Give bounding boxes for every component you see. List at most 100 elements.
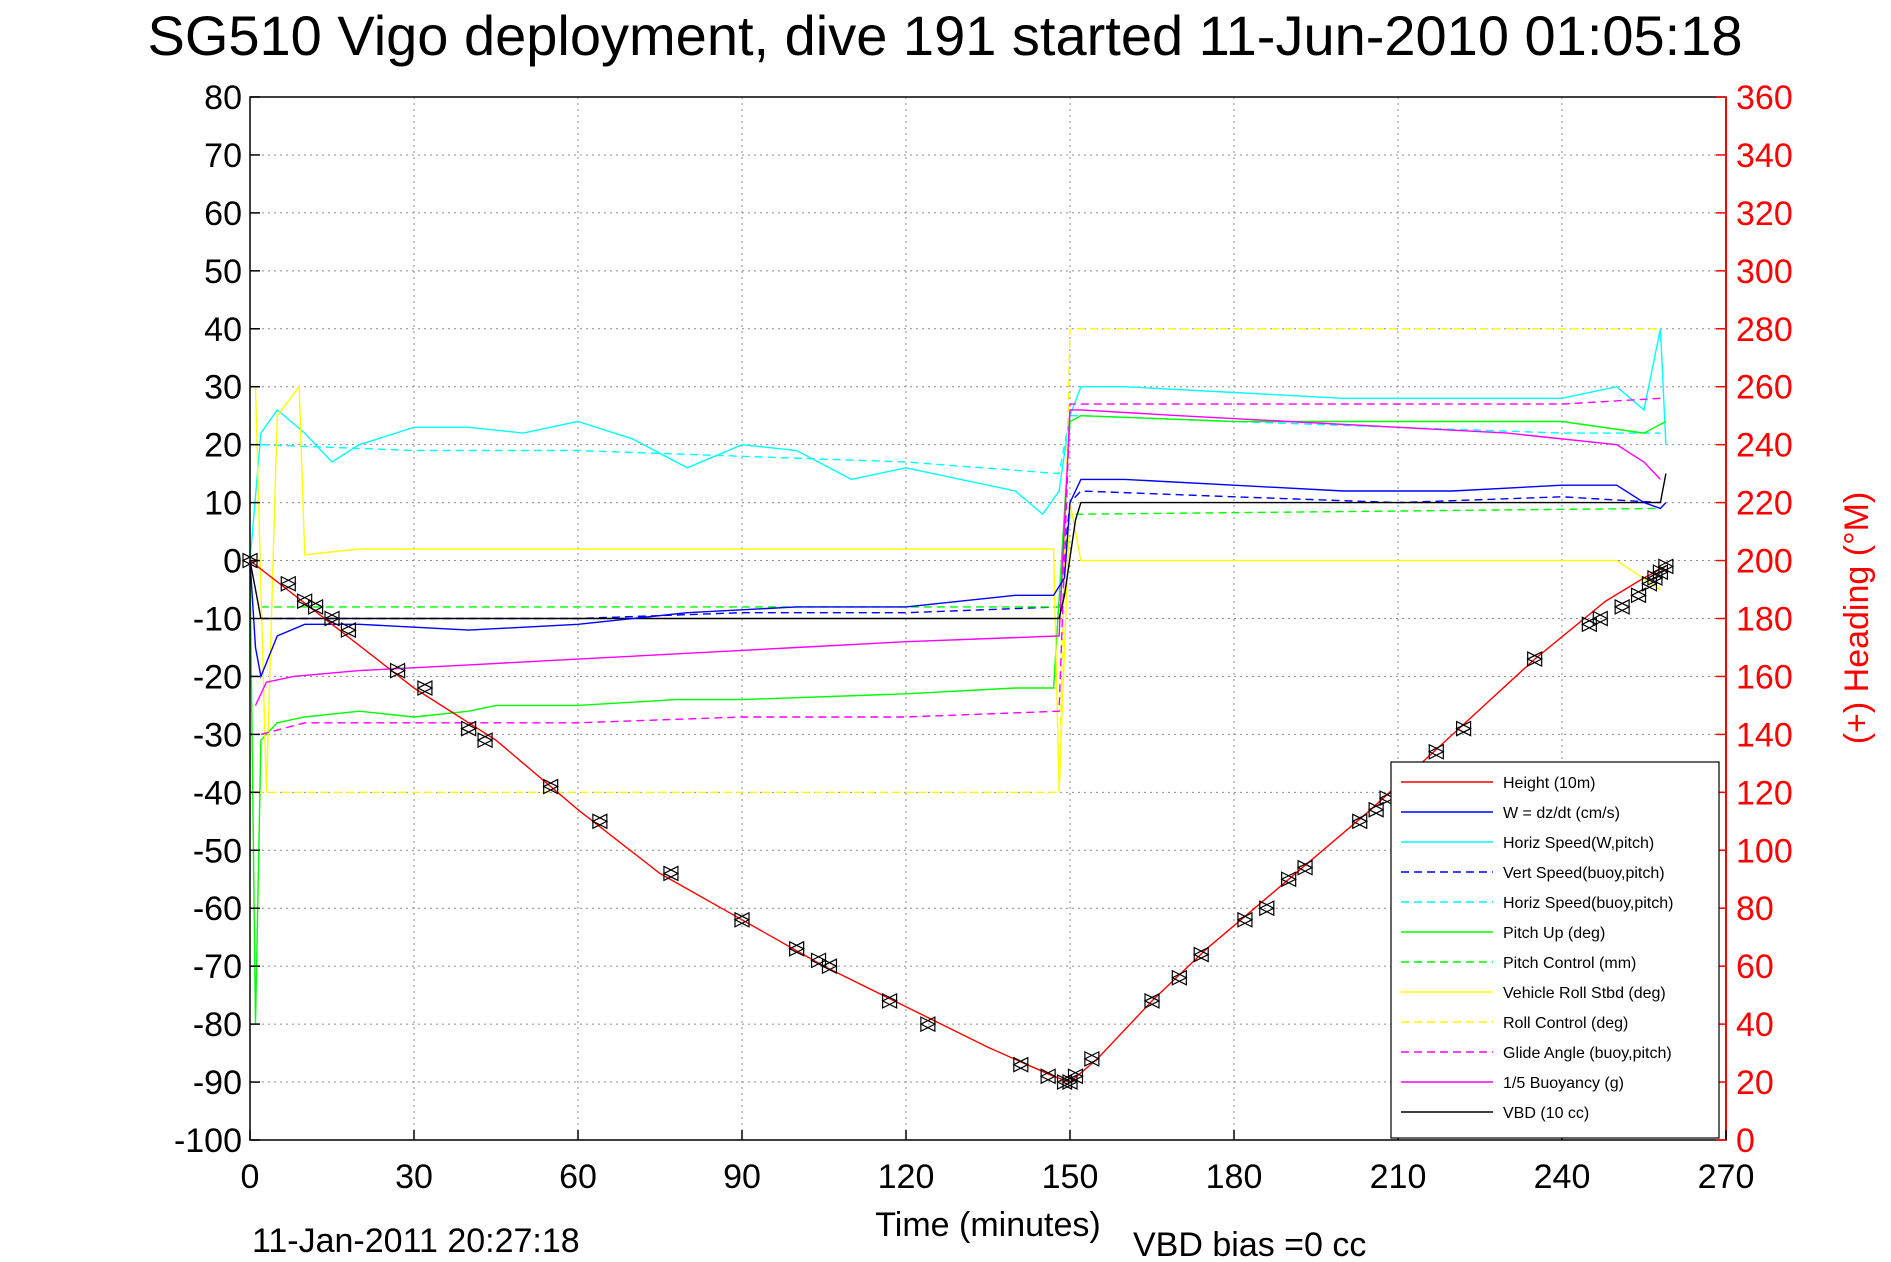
legend-label: Vehicle Roll Stbd (deg) (1503, 985, 1666, 1002)
series-line (254, 384, 1661, 793)
height-sample-marker (416, 680, 434, 697)
height-sample-marker (476, 732, 494, 749)
y-axis-left: 80 70 60 50 40 30 20 10 0 -10 -20 -30 -40 -50 -60 -70 -8… (174, 79, 260, 1160)
y-right-tick-label: 320 (1736, 195, 1793, 233)
height-sample-marker (307, 598, 324, 615)
y-right-tick-label: 40 (1736, 1006, 1774, 1044)
series-line (260, 507, 1661, 608)
x-tick-label: 0 (241, 1158, 260, 1196)
y-tick-label: 30 (204, 369, 242, 407)
legend-label: Glide Angle (buoy,pitch) (1503, 1045, 1672, 1062)
height-sample-marker (881, 992, 898, 1009)
series-line (260, 397, 1661, 736)
y-tick-label: -30 (193, 716, 242, 754)
legend-box (1390, 761, 1720, 1139)
height-sample-marker (389, 662, 406, 679)
height-sample-marker (279, 575, 297, 592)
legend-label: Pitch Control (mm) (1503, 955, 1636, 972)
height-sample-marker (1280, 871, 1298, 888)
series-layer (249, 328, 1667, 1083)
y-right-tick-label: 200 (1736, 543, 1793, 581)
y-axis-right-label: (+) Heading (°M) (1838, 492, 1876, 745)
x-tick-label: 120 (878, 1158, 935, 1196)
y-tick-label: -100 (174, 1122, 242, 1160)
height-sample-marker (323, 610, 341, 627)
height-sample-marker (1526, 651, 1544, 668)
y-right-tick-label: 340 (1736, 137, 1793, 175)
x-tick-label: 180 (1206, 1158, 1263, 1196)
y-tick-label: -10 (193, 601, 242, 639)
x-tick-label: 270 (1698, 1158, 1755, 1196)
series-line (254, 409, 1661, 706)
height-sample-marker (1083, 1050, 1101, 1067)
series-line (249, 414, 1667, 1025)
x-tick-label: 90 (723, 1158, 761, 1196)
height-sample-marker (340, 622, 357, 639)
y-right-tick-label: 220 (1736, 485, 1793, 523)
height-sample-marker (919, 1016, 937, 1033)
legend-label: VBD (10 cc) (1503, 1105, 1589, 1122)
height-sample-marker (1258, 900, 1276, 917)
height-sample-marker (1613, 598, 1631, 615)
y-right-tick-label: 100 (1736, 832, 1793, 870)
height-sample-marker (733, 911, 751, 928)
height-sample-marker (1143, 992, 1161, 1009)
y-tick-label: -60 (193, 890, 242, 928)
y-tick-label: 10 (204, 485, 242, 523)
y-tick-label: -40 (193, 774, 242, 812)
y-tick-label: 50 (204, 253, 242, 291)
y-right-tick-label: 20 (1736, 1064, 1774, 1102)
x-tick-label: 60 (559, 1158, 597, 1196)
series-line (249, 473, 1667, 620)
y-right-tick-label: 0 (1736, 1122, 1755, 1160)
height-sample-marker (1641, 575, 1658, 592)
x-tick-label: 240 (1534, 1158, 1591, 1196)
height-sample-marker (1351, 813, 1369, 830)
y-right-tick-label: 60 (1736, 948, 1774, 986)
y-tick-label: 0 (223, 543, 242, 581)
y-tick-label: -90 (193, 1064, 242, 1102)
height-sample-marker (662, 865, 680, 882)
height-sample-marker (542, 778, 560, 795)
height-sample-marker (1236, 911, 1254, 928)
height-sample-marker (1591, 610, 1609, 627)
series-line (249, 478, 1667, 679)
height-sample-marker (1646, 569, 1664, 586)
y-tick-label: 20 (204, 427, 242, 465)
x-axis: 0 30 60 90 120 150 180 210 240 270 (241, 1130, 1755, 1196)
legend-label: Height (10m) (1503, 775, 1595, 792)
height-sample-marker (1455, 720, 1472, 737)
marker-layer (241, 552, 1675, 1091)
footer-vbd-bias: VBD bias =0 cc (1133, 1226, 1366, 1262)
y-tick-label: -50 (193, 832, 242, 870)
y-tick-label: 80 (204, 79, 242, 117)
y-right-tick-label: 80 (1736, 890, 1774, 928)
y-tick-label: 70 (204, 137, 242, 175)
height-sample-marker (1067, 1068, 1084, 1085)
y-right-tick-label: 160 (1736, 658, 1793, 696)
height-sample-marker (821, 958, 838, 975)
x-tick-label: 30 (395, 1158, 433, 1196)
legend-label: Horiz Speed(buoy,pitch) (1503, 895, 1673, 912)
legend-label: W = dz/dt (cm/s) (1503, 805, 1620, 822)
y-tick-label: -70 (193, 948, 242, 986)
height-sample-marker (1039, 1068, 1057, 1085)
height-sample-marker (788, 940, 806, 957)
x-tick-label: 150 (1042, 1158, 1099, 1196)
height-sample-marker (1630, 587, 1647, 604)
height-sample-marker (591, 813, 609, 830)
y-right-tick-label: 300 (1736, 253, 1793, 291)
y-right-tick-label: 140 (1736, 716, 1793, 754)
footer-timestamp: 11-Jan-2011 20:27:18 (252, 1222, 580, 1260)
y-axis-right: 3603403203002802602402202001801601401201… (1716, 79, 1793, 1160)
chart-title: SG510 Vigo deployment, dive 191 started … (147, 4, 1742, 67)
height-sample-marker (1192, 946, 1210, 963)
y-right-tick-label: 180 (1736, 601, 1793, 639)
legend: Height (10m) W = dz/dt (cm/s) Horiz Speed(… (1390, 761, 1720, 1139)
series-line (255, 328, 1661, 793)
y-right-tick-label: 280 (1736, 311, 1793, 349)
y-tick-label: -80 (193, 1006, 242, 1044)
y-right-tick-label: 360 (1736, 79, 1793, 117)
x-tick-label: 210 (1370, 1158, 1427, 1196)
